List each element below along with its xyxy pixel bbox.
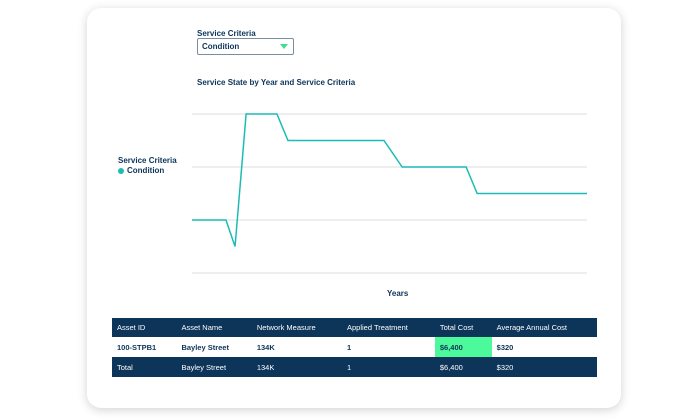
col-asset-id[interactable]: Asset ID xyxy=(112,318,177,337)
chevron-down-icon xyxy=(280,44,288,49)
legend-dot xyxy=(118,168,124,174)
cell: 134K xyxy=(251,357,342,377)
cell: 134K xyxy=(256,342,275,352)
cell: 100-STPB1 xyxy=(117,342,157,352)
col-network-measure[interactable]: Network Measure xyxy=(251,318,342,337)
cell: $320 xyxy=(496,342,514,352)
filter-label: Service Criteria xyxy=(197,29,256,38)
table-total-row: Total Bayley Street 134K 1 $6,400 $320 xyxy=(112,357,597,377)
cell-highlighted: $6,400 xyxy=(434,337,492,357)
cell: 1 xyxy=(341,357,435,377)
cell: Bayley Street xyxy=(176,357,252,377)
x-axis-label: Years xyxy=(387,289,409,298)
cell: 1 xyxy=(346,342,352,352)
cell: $320 xyxy=(491,357,597,377)
series-line-condition[interactable] xyxy=(192,113,587,247)
col-asset-name[interactable]: Asset Name xyxy=(176,318,252,337)
legend-item-condition[interactable]: Condition xyxy=(118,166,164,175)
table-row: 100-STPB1 Bayley Street 134K 1 $6,400 $3… xyxy=(112,337,597,357)
legend-title: Service Criteria xyxy=(118,156,177,165)
cell: Total xyxy=(112,357,177,377)
service-criteria-select[interactable]: Condition xyxy=(197,38,294,55)
col-total-cost[interactable]: Total Cost xyxy=(434,318,492,337)
col-average-annual-cost[interactable]: Average Annual Cost xyxy=(491,318,597,337)
asset-table: Asset ID Asset Name Network Measure Appl… xyxy=(112,318,597,377)
col-applied-treatment[interactable]: Applied Treatment xyxy=(341,318,435,337)
cell: Bayley Street xyxy=(181,342,229,352)
chart-title: Service State by Year and Service Criter… xyxy=(197,78,356,87)
cell: $6,400 xyxy=(434,357,492,377)
report-card xyxy=(87,8,621,408)
select-value: Condition xyxy=(202,42,240,51)
table-header-row: Asset ID Asset Name Network Measure Appl… xyxy=(112,318,597,337)
